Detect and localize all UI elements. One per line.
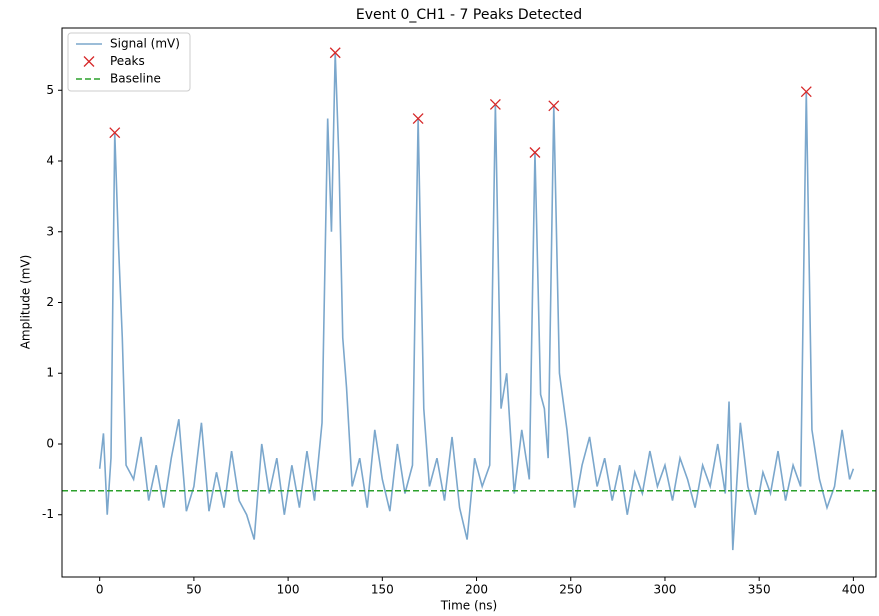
peak-marker bbox=[489, 98, 501, 110]
x-tick-label: 100 bbox=[277, 583, 300, 597]
marker-cross bbox=[109, 127, 121, 139]
chart-title: Event 0_CH1 - 7 Peaks Detected bbox=[356, 7, 582, 23]
marker-cross bbox=[489, 98, 501, 110]
x-tick-label: 200 bbox=[465, 583, 488, 597]
y-tick-label: 0 bbox=[46, 436, 54, 450]
y-axis-label: Amplitude (mV) bbox=[19, 255, 33, 350]
legend-box bbox=[67, 32, 191, 92]
peak-marker bbox=[412, 113, 424, 125]
legend-swatch bbox=[83, 56, 95, 67]
signal-line bbox=[98, 52, 855, 551]
y-tick-label: 3 bbox=[46, 224, 54, 238]
peak-marker bbox=[548, 100, 560, 112]
y-tick-label: 2 bbox=[46, 295, 54, 309]
marker-cross bbox=[800, 86, 812, 98]
x-tick-label: 50 bbox=[186, 583, 201, 597]
marker-cross bbox=[548, 100, 560, 112]
y-tick-label: 5 bbox=[46, 83, 54, 97]
marker-cross bbox=[83, 56, 95, 67]
legend-label: Peaks bbox=[110, 54, 145, 68]
y-tick-label: 4 bbox=[46, 154, 54, 168]
peak-marker bbox=[529, 147, 541, 158]
marker-cross bbox=[412, 113, 424, 125]
marker-cross bbox=[329, 47, 341, 59]
y-tick-label: -1 bbox=[42, 507, 54, 521]
y-tick-label: 1 bbox=[46, 366, 54, 380]
marker-cross bbox=[529, 147, 541, 158]
x-tick-label: 350 bbox=[748, 583, 771, 597]
peak-marker bbox=[109, 127, 121, 139]
x-tick-label: 400 bbox=[842, 583, 865, 597]
legend-label: Baseline bbox=[110, 72, 161, 86]
x-tick-label: 300 bbox=[654, 583, 677, 597]
x-tick-label: 0 bbox=[96, 583, 104, 597]
legend-label: Signal (mV) bbox=[110, 37, 180, 51]
plot-frame bbox=[61, 27, 877, 578]
x-tick-label: 150 bbox=[371, 583, 394, 597]
peak-marker bbox=[329, 47, 341, 59]
peak-marker bbox=[800, 86, 812, 98]
x-axis-label: Time (ns) bbox=[440, 599, 497, 613]
x-tick-label: 250 bbox=[559, 583, 582, 597]
